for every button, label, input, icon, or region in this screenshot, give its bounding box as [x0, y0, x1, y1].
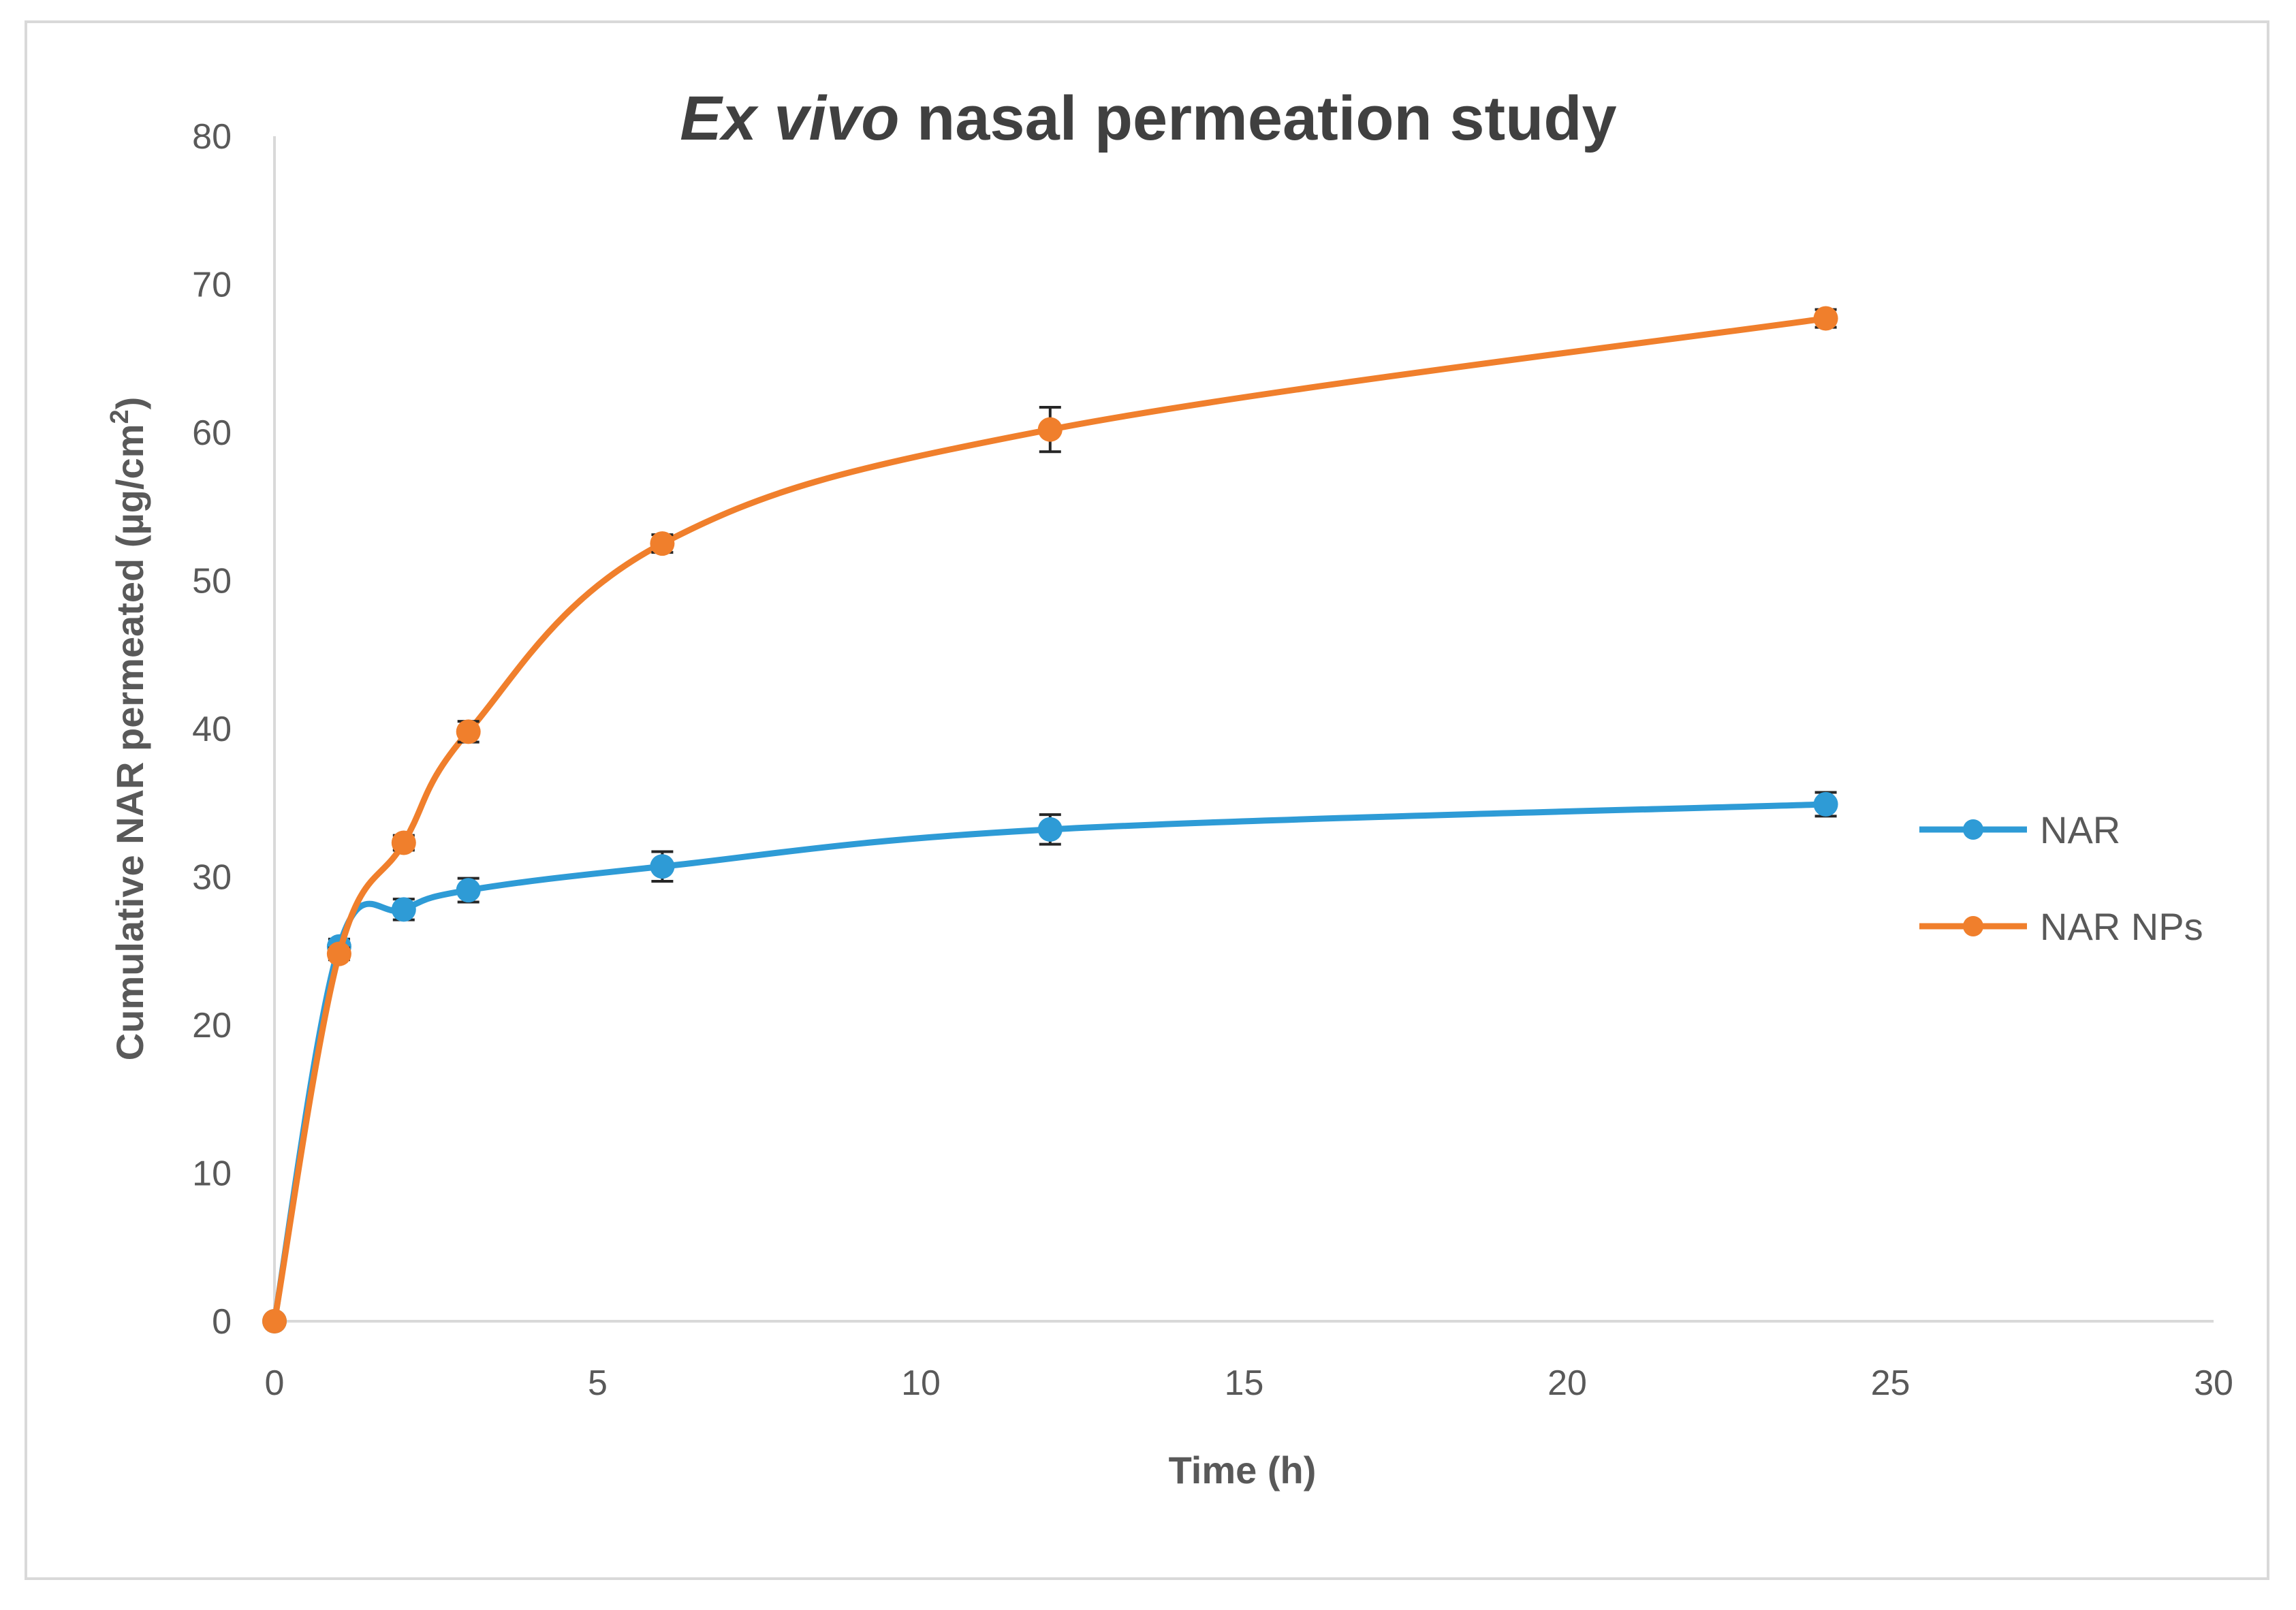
legend: NAR NAR NPs: [1919, 808, 2203, 948]
chart-title: Ex vivo nasal permeation study: [680, 84, 1616, 153]
y-tick-label: 20: [192, 1006, 232, 1045]
legend-swatch-marker-nar-nps: [1963, 916, 1983, 936]
legend-item-nar: NAR: [1919, 808, 2120, 851]
series-nar-nps: [262, 306, 1838, 1333]
y-tick-label: 10: [192, 1154, 232, 1194]
legend-label-nar-nps: NAR NPs: [2040, 905, 2203, 948]
data-point: [391, 830, 416, 855]
y-tick-label: 60: [192, 413, 232, 453]
y-axis-title-superscript: 2: [106, 409, 134, 424]
data-point: [262, 1309, 287, 1333]
legend-swatch-marker-nar: [1963, 819, 1983, 840]
data-point: [326, 941, 351, 966]
legend-label-nar: NAR: [2040, 808, 2120, 851]
x-tick-label: 0: [265, 1363, 285, 1403]
y-tick-label: 50: [192, 562, 232, 601]
x-tick-label: 25: [1871, 1363, 1910, 1403]
y-tick-label: 70: [192, 266, 232, 305]
x-tick-label: 5: [588, 1363, 608, 1403]
y-axis-title-main: Cumulative NAR permeated (µg/cm: [108, 424, 151, 1061]
x-tick-label: 30: [2194, 1363, 2233, 1403]
data-point: [650, 854, 675, 879]
data-point: [456, 878, 481, 903]
x-tick-label: 10: [901, 1363, 941, 1403]
y-tick-label: 0: [212, 1302, 232, 1342]
series-nar: [262, 791, 1838, 1333]
data-point: [1037, 417, 1063, 442]
y-axis-title: Cumulative NAR permeated (µg/cm2): [106, 397, 151, 1061]
series-layer: [262, 306, 1838, 1333]
y-tick-labels: 0 10 20 30 40 50 60 70 80: [192, 117, 232, 1342]
legend-item-nar-nps: NAR NPs: [1919, 905, 2203, 948]
y-tick-label: 30: [192, 858, 232, 898]
data-point: [1037, 817, 1063, 842]
chart-title-rest: nasal permeation study: [899, 84, 1616, 153]
y-tick-label: 40: [192, 710, 232, 749]
x-axis-title: Time (h): [1169, 1449, 1317, 1491]
data-point: [1813, 791, 1838, 817]
data-point: [1813, 306, 1838, 331]
x-tick-labels: 0 5 10 15 20 25 30: [265, 1363, 2233, 1403]
chart-title-italic: Ex vivo: [680, 84, 899, 153]
series-line: [271, 801, 1829, 1325]
data-point: [650, 531, 675, 556]
x-tick-label: 15: [1225, 1363, 1264, 1403]
x-tick-label: 20: [1547, 1363, 1587, 1403]
y-axis-title-close: ): [108, 397, 151, 410]
data-point: [456, 719, 481, 744]
data-point: [391, 897, 416, 922]
y-tick-label: 80: [192, 117, 232, 157]
